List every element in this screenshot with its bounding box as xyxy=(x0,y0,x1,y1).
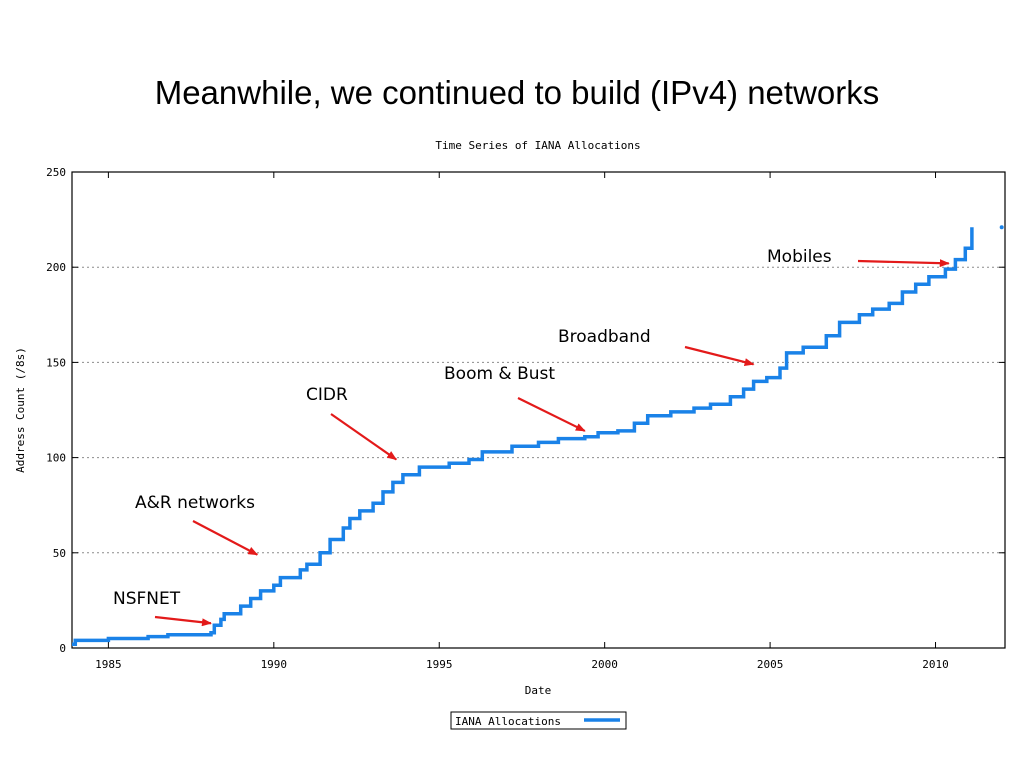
plot-frame xyxy=(71,171,1006,649)
x-tick-label: 1985 xyxy=(95,658,122,671)
gridlines xyxy=(72,266,1005,554)
annotation-label: CIDR xyxy=(306,385,348,405)
y-tick-label: 150 xyxy=(46,356,66,369)
x-axis-label: Date xyxy=(525,684,552,697)
legend-label: IANA Allocations xyxy=(455,715,561,728)
annotation-arrow xyxy=(154,615,212,627)
y-tick-label: 0 xyxy=(59,642,66,655)
annotation-arrow xyxy=(857,259,950,268)
annotation-label: Broadband xyxy=(558,327,651,347)
x-tick-label: 1995 xyxy=(426,658,453,671)
annotation-arrow xyxy=(684,345,755,366)
legend-box xyxy=(450,711,627,730)
y-tick-label: 250 xyxy=(46,166,66,179)
annotation-arrow xyxy=(517,397,586,432)
outlier-data-point xyxy=(999,225,1004,230)
y-tick-label: 200 xyxy=(46,261,66,274)
annotation-label: NSFNET xyxy=(113,589,181,609)
annotation-label: A&R networks xyxy=(135,493,255,513)
annotation-arrow xyxy=(330,413,398,461)
series-line-iana-allocations xyxy=(72,227,974,646)
annotation-label: Boom & Bust xyxy=(444,364,555,384)
y-tick-label: 100 xyxy=(46,452,66,465)
slide-title: Meanwhile, we continued to build (IPv4) … xyxy=(154,74,880,111)
annotations: NSFNET A&R networks CIDR Boom & BustBroadba… xyxy=(113,247,950,627)
y-tick-label: 50 xyxy=(53,547,66,560)
x-tick-label: 2000 xyxy=(591,658,618,671)
x-tick-label: 2010 xyxy=(922,658,949,671)
annotation-arrow xyxy=(192,520,259,556)
annotation-label: Mobiles xyxy=(767,247,832,267)
legend: IANA Allocations xyxy=(450,711,627,730)
x-tick-label: 1990 xyxy=(261,658,288,671)
y-axis-label: Address Count (/8s) xyxy=(14,347,27,473)
axis-ticks: 0 50 100 150 200 250 1985 1990 1995 2000 2005 2010 xyxy=(46,166,1005,671)
chart-title: Time Series of IANA Allocations xyxy=(435,139,640,152)
x-tick-label: 2005 xyxy=(757,658,784,671)
